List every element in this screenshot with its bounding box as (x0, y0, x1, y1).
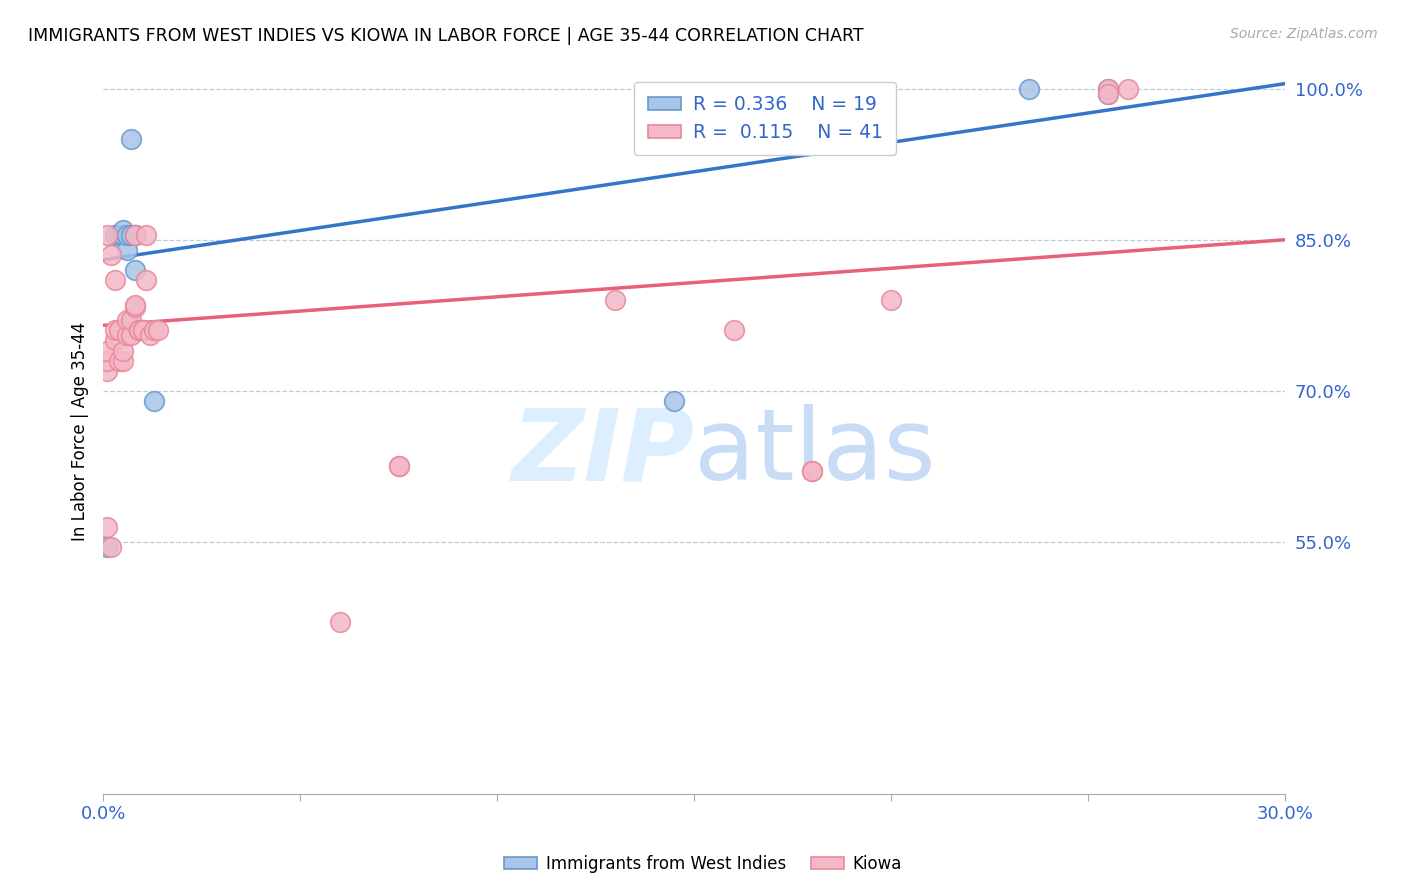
Point (124, 227, 146, 242)
Point (124, 298, 146, 312)
Point (104, 273, 127, 287)
Point (124, 227, 146, 242)
Point (96, 353, 118, 368)
Point (96, 227, 118, 242)
Point (108, 227, 131, 242)
Point (115, 313, 138, 327)
Point (111, 227, 134, 242)
Point (120, 132, 142, 146)
Point (328, 615, 350, 630)
Point (135, 227, 157, 242)
Point (1097, 87, 1119, 101)
Point (104, 227, 127, 242)
Point (143, 393, 166, 408)
Point (108, 353, 131, 368)
Point (111, 227, 134, 242)
Point (115, 328, 138, 343)
Point (131, 323, 153, 337)
Point (100, 540, 122, 554)
Point (1116, 81, 1139, 95)
Point (120, 313, 142, 327)
Point (801, 464, 824, 478)
Point (96, 540, 118, 554)
Point (115, 243, 138, 257)
Point (388, 459, 411, 474)
Text: Source: ZipAtlas.com: Source: ZipAtlas.com (1230, 27, 1378, 41)
Point (111, 343, 134, 358)
Point (143, 323, 166, 337)
Point (801, 464, 824, 478)
Point (96, 343, 118, 358)
Point (111, 227, 134, 242)
Point (128, 323, 150, 337)
Point (124, 227, 146, 242)
Point (1097, 81, 1119, 95)
Point (1097, 87, 1119, 101)
Point (148, 323, 170, 337)
Point (96, 364, 118, 378)
Point (104, 323, 127, 337)
Point (1018, 81, 1040, 95)
Point (664, 393, 686, 408)
Point (124, 263, 146, 277)
Point (131, 323, 153, 337)
Point (128, 323, 150, 337)
Point (111, 353, 134, 368)
Point (723, 323, 745, 337)
Point (120, 328, 142, 343)
Point (605, 293, 627, 308)
Point (108, 323, 131, 337)
Legend: R = 0.336    N = 19, R =  0.115    N = 41: R = 0.336 N = 19, R = 0.115 N = 41 (634, 81, 896, 155)
Point (111, 222, 134, 236)
Point (120, 227, 142, 242)
Y-axis label: In Labor Force | Age 35-44: In Labor Force | Age 35-44 (72, 321, 89, 541)
Point (100, 248, 122, 262)
Point (388, 459, 411, 474)
Point (880, 293, 903, 308)
Text: ZIP: ZIP (512, 404, 695, 501)
Point (96, 520, 118, 534)
Point (139, 328, 162, 343)
Point (135, 273, 157, 287)
Legend: Immigrants from West Indies, Kiowa: Immigrants from West Indies, Kiowa (498, 848, 908, 880)
Point (1097, 81, 1119, 95)
Point (104, 334, 127, 348)
Text: IMMIGRANTS FROM WEST INDIES VS KIOWA IN LABOR FORCE | AGE 35-44 CORRELATION CHAR: IMMIGRANTS FROM WEST INDIES VS KIOWA IN … (28, 27, 863, 45)
Point (115, 227, 138, 242)
Point (124, 300, 146, 314)
Text: atlas: atlas (695, 404, 936, 501)
